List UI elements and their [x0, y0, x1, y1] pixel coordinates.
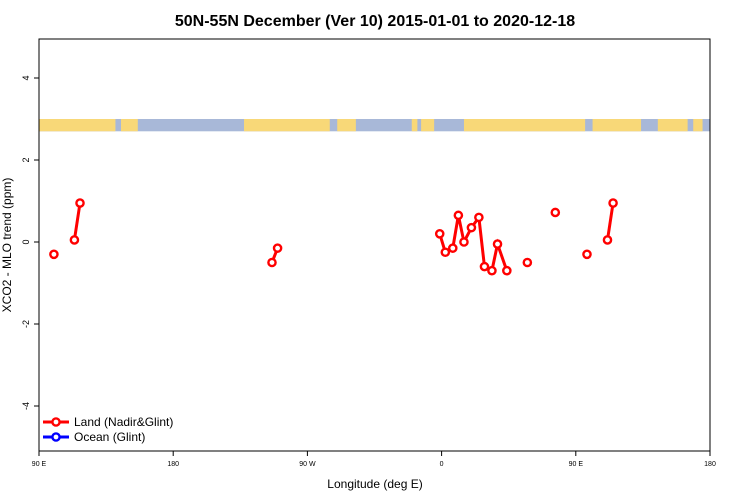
x-tick-label: 180 [167, 461, 179, 468]
land-band [337, 119, 356, 132]
land-band [657, 119, 688, 132]
land-band [411, 119, 418, 132]
data-point [459, 237, 469, 247]
data-point [272, 243, 283, 253]
data-point [440, 247, 451, 258]
x-tick-label: 90 W [299, 461, 316, 468]
data-point [267, 257, 277, 268]
data-point [487, 265, 497, 276]
land-band [39, 119, 116, 132]
y-tick-label: -2 [21, 320, 31, 328]
y-tick-label: 2 [21, 157, 31, 162]
y-tick-label: -4 [21, 402, 31, 410]
x-axis: 90 E 180 90 W 0 90 E 180 [32, 451, 716, 468]
data-point [608, 198, 618, 208]
x-tick-label: 0 [440, 461, 444, 468]
data-point [75, 198, 85, 208]
land-band [121, 119, 138, 132]
land-ocean-strip [39, 119, 710, 132]
series-line [606, 202, 615, 241]
land-band [693, 119, 703, 132]
legend-label: Ocean (Glint) [74, 430, 145, 444]
land-band [463, 119, 586, 132]
y-axis: -4 -2 0 2 4 [21, 75, 39, 410]
data-point [522, 257, 533, 268]
x-tick-label: 90 E [32, 461, 47, 468]
y-tick-label: 4 [21, 75, 31, 80]
land-band [421, 119, 435, 132]
land-band [592, 119, 642, 132]
data-point [582, 249, 592, 260]
x-tick-label: 180 [704, 461, 716, 468]
data-point [492, 239, 503, 249]
x-tick-label: 90 E [569, 461, 584, 468]
legend-marker [51, 432, 61, 442]
chart-title: 50N-55N December (Ver 10) 2015-01-01 to … [175, 13, 575, 30]
data-point [49, 249, 59, 260]
data-point [434, 228, 445, 239]
data-point [69, 235, 80, 245]
data-point [466, 222, 477, 233]
legend-label: Land (Nadir&Glint) [74, 415, 173, 429]
plot-frame [38, 38, 711, 452]
series-line [72, 202, 82, 241]
legend: Land (Nadir&Glint)Ocean (Glint) [43, 415, 173, 444]
land-band [244, 119, 330, 132]
legend-marker [51, 417, 61, 427]
x-axis-label: Longitude (deg E) [327, 477, 422, 491]
y-axis-label: XCO2 - MLO trend (ppm) [0, 178, 14, 313]
data-point [479, 261, 490, 272]
data-point [502, 265, 512, 276]
y-tick-label: 0 [21, 239, 31, 244]
series-layer [49, 198, 618, 276]
data-point [550, 207, 561, 218]
data-point [474, 212, 484, 223]
data-point [447, 243, 458, 253]
data-point [453, 210, 464, 221]
data-point [602, 235, 613, 245]
